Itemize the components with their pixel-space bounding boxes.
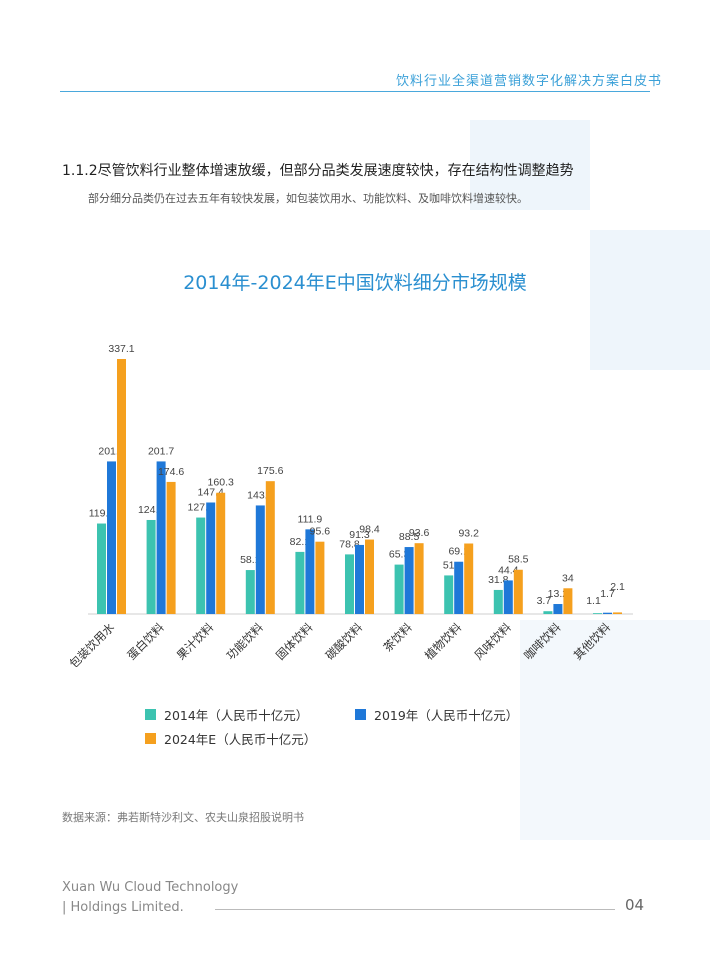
legend-label-2019: 2019年（人民币十亿元） (374, 708, 519, 723)
data-label: 95.6 (310, 526, 331, 538)
bar (543, 611, 553, 614)
bar (414, 543, 424, 614)
bar (206, 502, 216, 614)
data-label: 91.3 (349, 529, 370, 541)
data-source: 数据来源：弗若斯特沙利文、农夫山泉招股说明书 (62, 811, 304, 824)
bar (394, 564, 404, 614)
data-label: 160.3 (208, 477, 234, 489)
data-label: 69.1 (448, 546, 469, 558)
bar (305, 529, 315, 614)
legend-item-2014: 2014年（人民币十亿元） (145, 705, 308, 724)
page-number: 04 (625, 896, 645, 914)
footer-divider (215, 909, 615, 910)
category-label: 风味饮料 (471, 620, 514, 663)
background-decoration (520, 620, 710, 840)
data-label: 93.2 (458, 527, 479, 539)
category-label: 碳酸饮料 (323, 620, 366, 663)
bar (603, 612, 612, 614)
bar (265, 481, 275, 614)
bar (493, 589, 503, 614)
bar (97, 523, 106, 614)
bar (593, 613, 602, 614)
bar (553, 604, 563, 614)
bar (166, 481, 176, 614)
data-label: 51 (443, 559, 455, 571)
bar (216, 492, 226, 614)
data-label: 58.5 (508, 554, 529, 566)
category-label: 功能饮料 (223, 620, 266, 663)
category-label: 果汁饮料 (174, 620, 217, 663)
bar (295, 551, 305, 614)
data-label: 58.1 (240, 554, 261, 566)
data-label: 88.5 (399, 531, 420, 543)
header-divider (60, 91, 650, 92)
data-label: 31.8 (488, 574, 509, 586)
legend-item-2019: 2019年（人民币十亿元） (355, 705, 518, 724)
data-label: 174.6 (158, 466, 184, 478)
category-label: 固体饮料 (273, 620, 316, 663)
category-label: 包装饮用水 (67, 620, 118, 671)
bar (146, 519, 156, 614)
data-label: 111.9 (298, 513, 323, 525)
category-label: 其他饮料 (571, 620, 614, 663)
data-label: 2.1 (610, 581, 625, 593)
company-name-line1: Xuan Wu Cloud Technology (62, 880, 239, 895)
bar (345, 554, 354, 614)
background-decoration (470, 120, 590, 210)
bar (196, 517, 206, 614)
data-label: 3.7 (537, 595, 552, 607)
data-label: 44.4 (498, 564, 519, 576)
data-label: 65.3 (389, 549, 410, 561)
section-title: 1.1.2尽管饮料行业整体增速放缓，但部分品类发展速度较快，存在结构性调整趋势 (62, 163, 574, 179)
bar (444, 575, 454, 614)
header-title: 饮料行业全渠道营销数字化解决方案白皮书 (395, 74, 662, 89)
bar (255, 505, 265, 614)
data-label: 175.6 (257, 465, 283, 477)
data-label: 201.7 (148, 445, 174, 457)
bar (513, 569, 523, 614)
bar (107, 461, 116, 614)
bar (454, 561, 464, 614)
company-name: Xuan Wu Cloud Technology | Holdings Limi… (62, 878, 238, 918)
data-label: 98.4 (359, 524, 380, 536)
bar (503, 580, 513, 614)
bar (365, 539, 374, 614)
category-label: 咖啡饮料 (521, 620, 564, 663)
bar (355, 544, 364, 614)
bar (117, 359, 126, 614)
bar (315, 541, 325, 614)
legend-item-2024e: 2024年E（人民币十亿元） (145, 729, 316, 748)
category-label: 蛋白饮料 (124, 620, 167, 663)
data-label: 1.7 (600, 588, 615, 600)
bar (156, 461, 166, 614)
bar (464, 543, 474, 614)
chart-title: 2014年-2024年E中国饮料细分市场规模 (183, 272, 527, 294)
data-label: 82.1 (290, 536, 311, 548)
data-label: 93.6 (409, 527, 430, 539)
data-label: 1.1 (586, 595, 601, 607)
legend-label-2024e: 2024年E（人民币十亿元） (164, 732, 317, 747)
bar (245, 570, 255, 614)
data-label: 337.1 (108, 343, 134, 355)
data-label: 34 (562, 572, 574, 584)
legend-label-2014: 2014年（人民币十亿元） (164, 708, 309, 723)
section-subtitle: 部分细分品类仍在过去五年有较快发展，如包装饮用水、功能饮料、及咖啡饮料增速较快。 (88, 192, 528, 205)
data-label: 78.8 (339, 538, 360, 550)
bar (404, 547, 414, 614)
legend-swatch-2019 (355, 709, 366, 720)
bar-chart: 119.6201.7337.1包装饮用水124.3201.7174.6蛋白饮料1… (67, 343, 633, 671)
company-name-line2: | Holdings Limited. (62, 900, 184, 915)
background-decoration (590, 230, 710, 370)
legend-swatch-2014 (145, 709, 156, 720)
legend-swatch-2024e (145, 733, 156, 744)
category-label: 植物饮料 (422, 620, 465, 663)
bar (613, 612, 622, 614)
bar (563, 588, 573, 614)
category-label: 茶饮料 (380, 620, 415, 655)
data-label: 13.2 (548, 588, 569, 600)
